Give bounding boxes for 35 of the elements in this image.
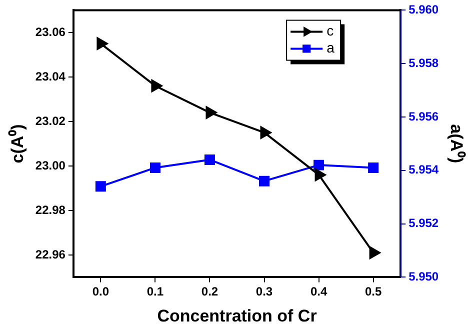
y-tick-label: 23.04	[35, 69, 66, 84]
point	[95, 181, 106, 192]
y-tick-label: 23.00	[35, 158, 66, 172]
point	[259, 176, 270, 186]
x-tick-label: 0.0	[92, 284, 110, 299]
point	[260, 126, 272, 139]
y-axis-title: c(A⁰)	[8, 124, 27, 164]
y2-tick-label: 5.954	[408, 162, 439, 177]
point	[151, 80, 162, 92]
y2-tick-label: 5.952	[408, 216, 439, 230]
point	[96, 37, 108, 50]
point	[369, 246, 380, 259]
y-tick-label: 23.06	[35, 24, 66, 39]
point	[368, 162, 379, 173]
x-tick-label: 0.4	[310, 284, 328, 299]
x-tick-label: 0.1	[146, 284, 164, 299]
x-tick-label: 0.5	[364, 284, 382, 299]
point	[314, 160, 324, 170]
legend-label: c	[326, 22, 334, 39]
point	[204, 154, 215, 165]
point	[150, 162, 160, 173]
point	[314, 168, 326, 182]
legend-label: a	[326, 40, 335, 56]
x-axis-title: Concentration of Cr	[157, 306, 318, 326]
y2-axis-title: a(A⁰)	[447, 124, 466, 164]
y2-tick-label: 5.950	[408, 270, 439, 284]
x-tick-label: 0.3	[256, 284, 273, 299]
y2-tick-label: 5.956	[408, 109, 439, 124]
y2-tick-label: 5.958	[408, 56, 439, 70]
y-tick-label: 22.96	[35, 247, 66, 262]
point	[206, 106, 217, 119]
y-tick-label: 23.02	[35, 114, 66, 128]
y-tick-label: 22.98	[35, 202, 66, 217]
y2-tick-label: 5.960	[408, 2, 439, 17]
x-tick-label: 0.2	[201, 284, 218, 299]
